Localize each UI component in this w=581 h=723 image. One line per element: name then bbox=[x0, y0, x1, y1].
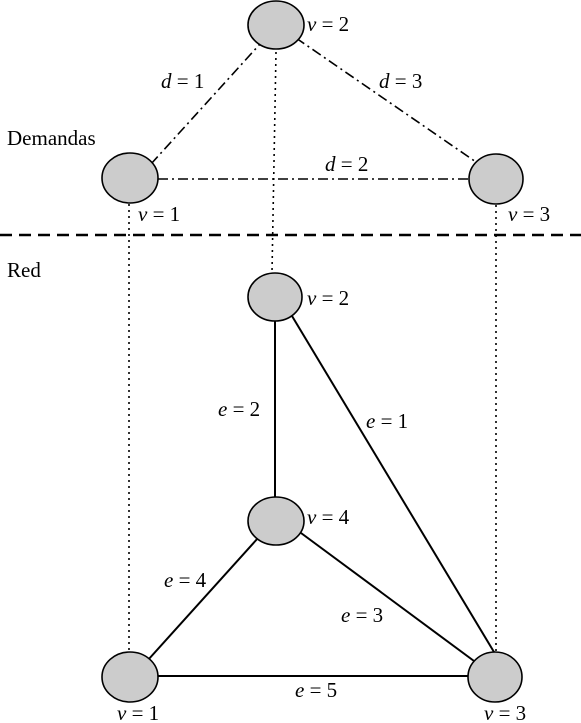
network-node-v3 bbox=[467, 651, 523, 703]
section-label-network: Red bbox=[7, 258, 41, 282]
demand-node-v3 bbox=[468, 153, 524, 205]
projection-line-v2 bbox=[271, 51, 277, 273]
demand-edge-1-2 bbox=[150, 43, 261, 165]
demand-node-label-v2: v = 2 bbox=[307, 12, 349, 36]
demand-edge-label-d2: d = 2 bbox=[325, 152, 368, 176]
demand-node-label-v3: v = 3 bbox=[508, 202, 550, 226]
demand-edge-label-d3: d = 3 bbox=[379, 69, 422, 93]
network-edge-4-1 bbox=[147, 537, 259, 661]
network-edge-label-e2: e = 2 bbox=[218, 397, 260, 421]
network-edge-label-e5: e = 5 bbox=[295, 678, 337, 702]
demand-edge-label-d1: d = 1 bbox=[161, 69, 204, 93]
demand-node-v2 bbox=[247, 0, 305, 50]
network-edge-label-e1: e = 1 bbox=[366, 409, 408, 433]
demand-edge-2-3 bbox=[295, 37, 477, 163]
network-edge-4-3 bbox=[300, 532, 475, 662]
network-edge-label-e4: e = 4 bbox=[164, 568, 207, 592]
network-node-v4 bbox=[247, 496, 305, 546]
network-node-label-v1: v = 1 bbox=[117, 701, 159, 723]
network-edge-2-3 bbox=[291, 315, 495, 653]
demand-node-label-v1: v = 1 bbox=[138, 202, 180, 226]
network-node-label-v2: v = 2 bbox=[307, 286, 349, 310]
demand-node-v1 bbox=[101, 152, 159, 204]
network-edge-label-e3: e = 3 bbox=[341, 603, 383, 627]
network-node-label-v4: v = 4 bbox=[307, 505, 350, 529]
section-label-demands: Demandas bbox=[7, 126, 96, 150]
network-node-label-v3: v = 3 bbox=[484, 701, 526, 723]
network-node-v2 bbox=[247, 272, 303, 322]
network-node-v1 bbox=[101, 651, 159, 703]
